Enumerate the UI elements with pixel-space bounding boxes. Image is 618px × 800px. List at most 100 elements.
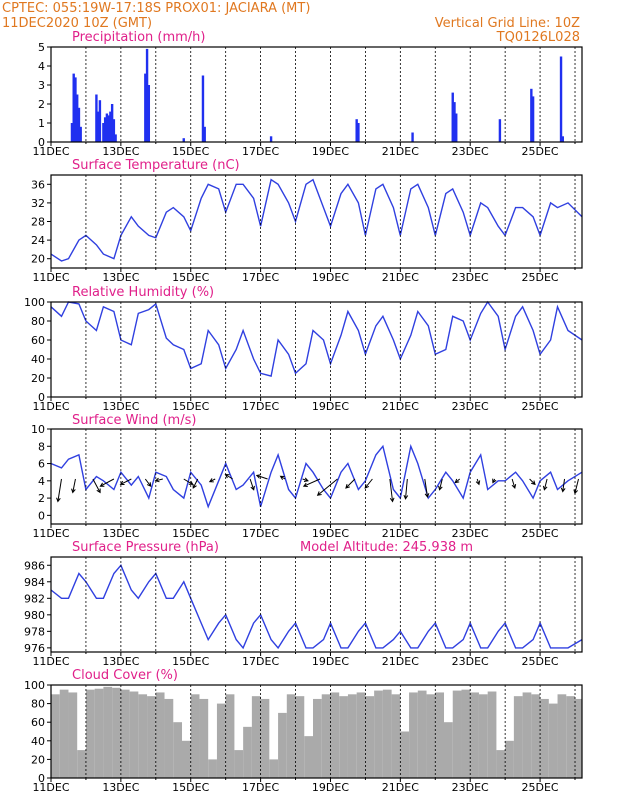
precipitation-xtick-label: 25DEC [522,145,559,158]
precipitation-bar [96,111,100,142]
cloud-xtick-label: 19DEC [312,781,349,794]
pressure-panel: Surface Pressure (hPa) Model Altitude: 24… [24,540,583,668]
wind-frame [50,428,583,525]
precipitation-xtick-label: 17DEC [242,145,279,158]
precipitation-ytick-label: 5 [38,41,45,54]
humidity-xtick-label: 11DEC [32,400,69,413]
wind-ytick-label: 2 [38,492,45,505]
pressure-xtick-label: 25DEC [522,655,559,668]
cloud-bar [435,692,445,778]
pressure-ytick-label: 982 [24,592,45,605]
wind-arrow [208,478,216,483]
wind-ytick-label: 8 [38,440,45,453]
wind-arrow [144,478,152,488]
wind-arrow [573,478,579,495]
cloud-ytick-label: 40 [31,735,45,748]
humidity-xtick-label: 21DEC [382,400,419,413]
cloud-bar [155,692,165,778]
humidity-ytick-label: 60 [31,334,45,347]
pressure-ytick-label: 978 [24,625,45,638]
wind-arrow [154,477,163,483]
wind-arrow [560,478,566,493]
wind-panel: Surface Wind (m/s) 0 2 4 6 8 10 11DEC 13DEC 15DEC… [31,413,583,540]
wind-arrow [302,478,321,488]
temperature-line [50,178,583,262]
header-model-id: TQ0126L028 [496,30,580,45]
humidity-ytick-label: 80 [31,315,45,328]
temperature-ytick-label: 36 [31,178,45,191]
cloud-xtick-label: 13DEC [102,781,139,794]
humidity-frame [50,301,583,398]
cloud-bar [557,694,567,778]
cloud-bar [540,698,549,778]
precipitation-title: Precipitation (mm/h) [72,30,205,45]
cloud-bar [269,759,279,778]
cloud-bar [356,692,366,778]
cloud-title: Cloud Cover (%) [72,668,178,683]
cloud-bar [164,698,174,778]
cloud-bar [94,688,104,778]
precipitation-bar [357,123,360,142]
cloud-bar [417,690,427,778]
humidity-ytick-label: 100 [24,296,45,309]
precipitation-ytick-label: 2 [38,98,45,111]
precipitation-bar [110,104,114,142]
precipitation-bar [451,92,454,142]
precipitation-bar [530,88,533,142]
cloud-bar [513,696,523,778]
cloud-bar [225,694,235,778]
wind-title: Surface Wind (m/s) [72,413,196,428]
wind-arrow [424,478,430,499]
temperature-xtick-label: 19DEC [312,271,349,284]
pressure-title: Surface Pressure (hPa) [72,540,219,555]
precipitation-ytick-label: 1 [38,117,45,130]
cloud-bar [409,692,418,778]
precipitation-bar [98,100,102,142]
wind-arrow [389,478,395,503]
header-grid-note: Vertical Grid Line: 10Z [435,16,580,31]
precipitation-bar [144,73,147,142]
cloud-bar [234,750,244,778]
temperature-ytick-label: 24 [31,234,45,247]
pressure-ytick-label: 986 [24,559,45,572]
wind-arrow [454,478,461,484]
cloud-bar [190,694,200,778]
cloud-bar [347,694,357,778]
precipitation-bar [103,117,107,142]
precipitation-bar [105,113,109,142]
wind-arrow [316,478,338,496]
wind-xtick-label: 17DEC [242,527,279,540]
cloud-bar [243,726,252,778]
cloud-bar [68,692,78,778]
precipitation-ytick-label: 0 [38,136,45,149]
wind-xtick-label: 13DEC [102,527,139,540]
pressure-line [50,563,583,650]
cloud-bar [575,698,582,778]
cloud-bar [216,703,226,778]
cloud-bar [147,696,156,778]
wind-arrow [279,475,286,481]
cloud-bar [112,687,121,778]
cloud-bar [496,750,506,778]
humidity-ytick-label: 40 [31,353,45,366]
cloud-xtick-label: 25DEC [522,781,559,794]
pressure-xtick-label: 15DEC [172,655,209,668]
temperature-xtick-label: 15DEC [172,271,209,284]
temperature-xtick-label: 17DEC [242,271,279,284]
cloud-bar [452,690,462,778]
cloud-bar [295,696,305,778]
temperature-panel: Surface Temperature (nC) 20 24 28 32 36 11DEC 1… [31,158,583,284]
cloud-bar [260,698,270,778]
wind-arrow [192,478,199,489]
cloud-bar [129,691,139,778]
precipitation-bar [79,126,82,142]
cloud-xtick-label: 17DEC [242,781,279,794]
precipitation-bar [112,119,116,142]
humidity-xtick-label: 25DEC [522,400,559,413]
pressure-xtick-label: 19DEC [312,655,349,668]
temperature-title: Surface Temperature (nC) [72,158,240,173]
pressure-annotation: Model Altitude: 245.938 m [300,540,473,555]
precipitation-bar [182,138,185,142]
cloud-xtick-label: 15DEC [172,781,209,794]
